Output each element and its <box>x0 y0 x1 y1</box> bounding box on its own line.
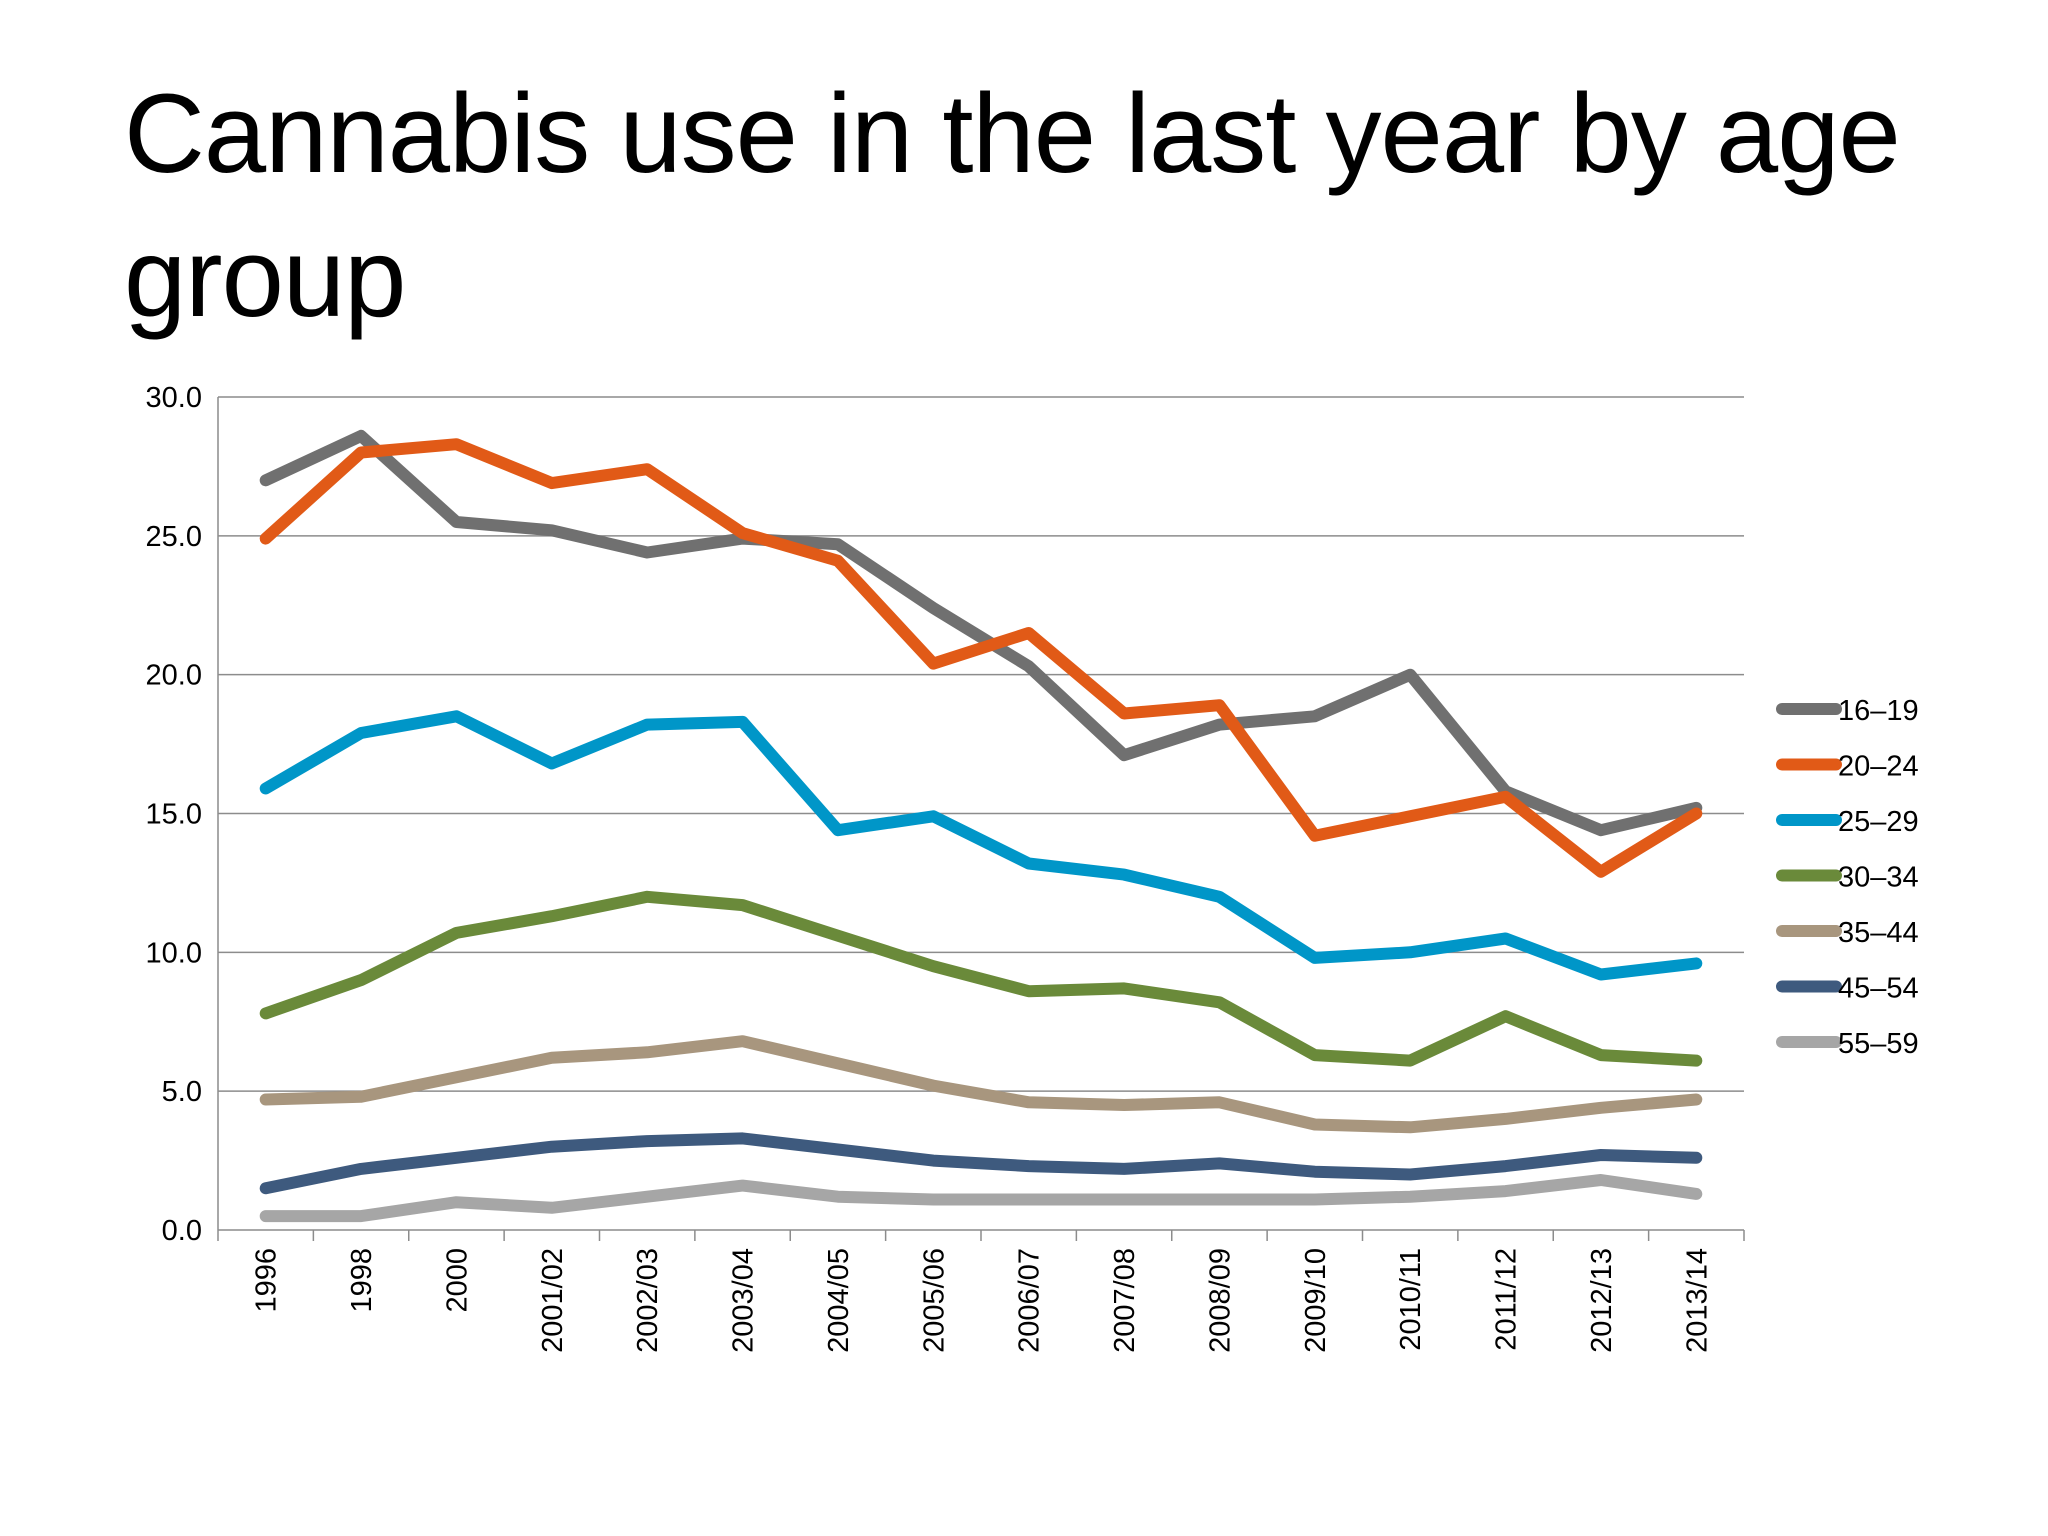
legend: 16–19 20–24 25–29 30–34 35–44 45–54 55–59 <box>1776 695 1919 1060</box>
x-tick-label: 1998 <box>346 1248 378 1313</box>
x-tick-label: 2010/11 <box>1395 1248 1427 1351</box>
slide-title: Cannabis use in the last year by age gro… <box>124 71 1901 340</box>
axes <box>217 397 1745 1241</box>
legend-item: 55–59 <box>1776 1028 1919 1060</box>
x-tick-label: 2012/13 <box>1586 1248 1618 1353</box>
series-line-16–19 <box>259 429 1703 837</box>
y-tick-label: 15.0 <box>146 799 202 831</box>
x-tick-label: 2005/06 <box>918 1248 950 1353</box>
series-line-45–54 <box>259 1132 1703 1195</box>
x-tick-label: 2009/10 <box>1300 1248 1332 1353</box>
y-tick-label: 20.0 <box>146 660 202 692</box>
legend-item: 20–24 <box>1776 751 1919 783</box>
x-tick-label: 2007/08 <box>1109 1248 1141 1353</box>
y-tick-label: 30.0 <box>146 382 202 414</box>
x-tick-label: 2002/03 <box>632 1248 664 1353</box>
legend-item: 30–34 <box>1776 862 1919 894</box>
x-tick-label: 2001/02 <box>537 1248 569 1353</box>
legend-label: 20–24 <box>1838 751 1919 783</box>
legend-label: 55–59 <box>1838 1028 1919 1060</box>
x-tick-label: 2000 <box>441 1248 473 1313</box>
x-tick-label: 2013/14 <box>1681 1248 1713 1353</box>
legend-label: 45–54 <box>1838 973 1919 1005</box>
y-axis-tick-labels: 0.0 5.0 10.0 15.0 20.0 25.0 30.0 <box>146 382 202 1247</box>
legend-item: 25–29 <box>1776 806 1919 838</box>
legend-item: 45–54 <box>1776 973 1919 1005</box>
x-tick-label: 2003/04 <box>728 1248 760 1353</box>
x-tick-label: 2004/05 <box>823 1248 855 1353</box>
y-tick-label: 5.0 <box>162 1076 202 1108</box>
series-line-35–44 <box>259 1035 1703 1134</box>
legend-label: 30–34 <box>1838 862 1919 894</box>
legend-item: 16–19 <box>1776 695 1919 727</box>
x-tick-label: 2006/07 <box>1014 1248 1046 1353</box>
legend-label: 25–29 <box>1838 806 1919 838</box>
series-lines <box>259 429 1703 1223</box>
legend-label: 35–44 <box>1838 917 1919 949</box>
y-tick-label: 0.0 <box>162 1215 202 1247</box>
series-line-25–29 <box>259 710 1703 981</box>
legend-label: 16–19 <box>1838 695 1919 727</box>
x-tick-label: 2011/12 <box>1491 1248 1523 1351</box>
x-tick-label: 2008/09 <box>1204 1248 1236 1353</box>
series-line-30–34 <box>259 890 1703 1067</box>
x-tick-label: 1996 <box>251 1248 283 1313</box>
y-tick-label: 25.0 <box>146 521 202 553</box>
gridlines <box>218 396 1744 1231</box>
legend-item: 35–44 <box>1776 917 1919 949</box>
series-line-55–59 <box>259 1174 1703 1223</box>
y-tick-label: 10.0 <box>146 937 202 969</box>
series-line-20–24 <box>259 438 1703 878</box>
x-axis-tick-labels: 1996 1998 2000 2001/02 2002/03 2003/04 2004/05… <box>251 1248 1714 1353</box>
